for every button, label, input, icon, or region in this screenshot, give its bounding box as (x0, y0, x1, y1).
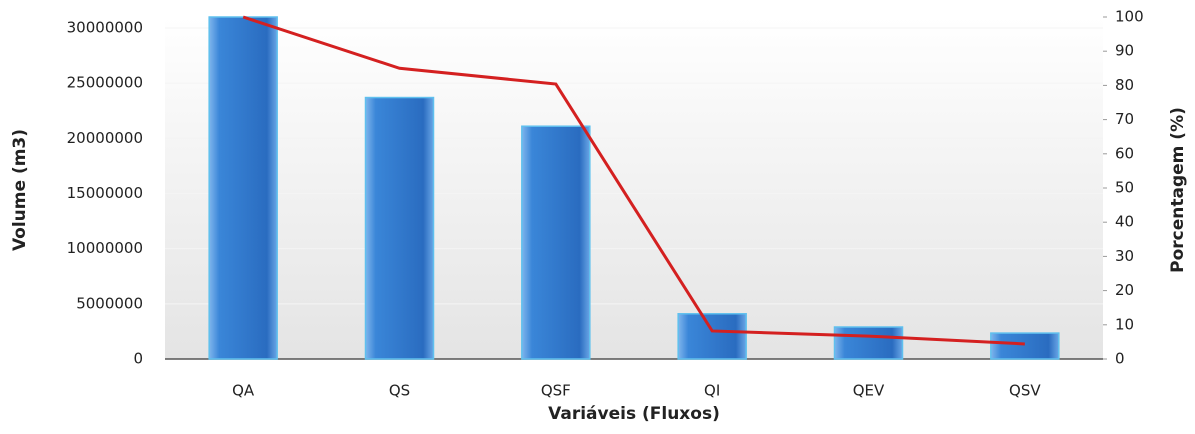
x-tick-label: QSF (541, 382, 571, 400)
bar (833, 326, 904, 360)
y2-tick-label: 0 (1115, 350, 1125, 368)
x-axis-title: Variáveis (Fluxos) (548, 404, 720, 424)
y-axis-title: Volume (m3) (10, 129, 30, 251)
y-tick-label: 0 (133, 350, 143, 368)
y2-tick-label: 80 (1115, 76, 1134, 94)
y2-tick-label: 20 (1115, 281, 1134, 299)
bar (208, 16, 278, 360)
y-tick-label: 10000000 (67, 239, 143, 257)
y2-tick-label: 90 (1115, 42, 1134, 60)
x-tick-label: QS (389, 382, 410, 400)
y2-tick-label: 70 (1115, 110, 1134, 128)
bar (364, 96, 435, 360)
y2-tick-label: 50 (1115, 179, 1134, 197)
y-tick-label: 25000000 (67, 74, 143, 92)
y2-tick-label: 100 (1115, 8, 1144, 26)
plot-area (165, 17, 1103, 359)
y-tick-label: 30000000 (67, 19, 143, 37)
x-tick-label: QSV (1009, 382, 1041, 400)
bar (677, 313, 747, 360)
x-tick-label: QEV (853, 382, 885, 400)
bar (990, 332, 1060, 360)
y-tick-label: 20000000 (67, 129, 143, 147)
y-tick-label: 5000000 (76, 294, 143, 312)
x-tick-label: QI (704, 382, 720, 400)
y2-tick-label: 40 (1115, 213, 1134, 231)
y2-tick-label: 30 (1115, 247, 1134, 265)
line (242, 15, 1025, 346)
y-tick-label: 15000000 (67, 184, 143, 202)
y2-axis-title: Porcentagem (%) (1168, 107, 1188, 273)
x-tick-label: QA (232, 382, 255, 400)
y2-tick-label: 60 (1115, 144, 1134, 162)
y2-tick-label: 10 (1115, 315, 1134, 333)
bar (521, 125, 591, 360)
